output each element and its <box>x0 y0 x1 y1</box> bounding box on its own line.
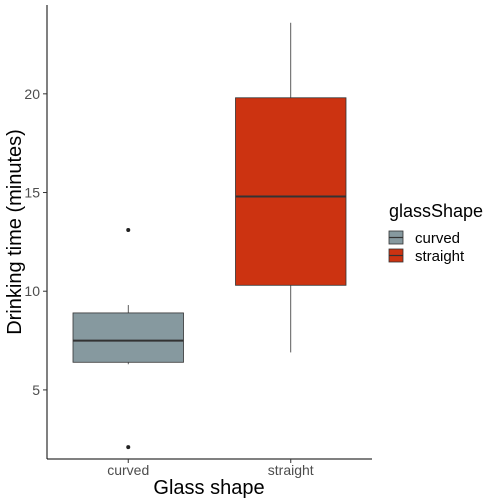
legend-item-straight: straight <box>388 248 465 265</box>
y-tick-label: 10 <box>24 283 40 299</box>
box-body <box>72 312 184 363</box>
legend-label: straight <box>415 248 465 265</box>
box-straight <box>235 22 347 353</box>
y-tick-label: 15 <box>24 185 40 201</box>
x-axis: curved straight <box>47 458 372 478</box>
y-axis-title: Drinking time (minutes) <box>4 129 26 335</box>
legend-label: curved <box>415 230 460 247</box>
y-tick-label: 5 <box>32 382 40 398</box>
x-axis-title: Glass shape <box>153 477 264 499</box>
x-tick-label: straight <box>268 462 314 478</box>
box-curved <box>72 228 184 450</box>
box-body <box>235 97 347 286</box>
legend-title: glassShape <box>389 201 483 221</box>
outlier-point <box>126 445 131 450</box>
outlier-point <box>126 228 131 233</box>
y-axis: 5 10 15 20 <box>24 5 48 459</box>
y-tick-label: 20 <box>24 86 40 102</box>
plot-panel <box>72 22 347 450</box>
x-tick-label: curved <box>107 462 149 478</box>
legend-item-curved: curved <box>388 230 460 247</box>
